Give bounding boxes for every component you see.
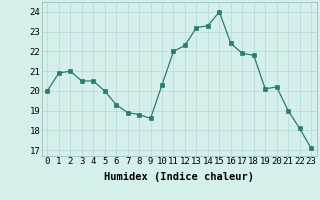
X-axis label: Humidex (Indice chaleur): Humidex (Indice chaleur)	[104, 172, 254, 182]
